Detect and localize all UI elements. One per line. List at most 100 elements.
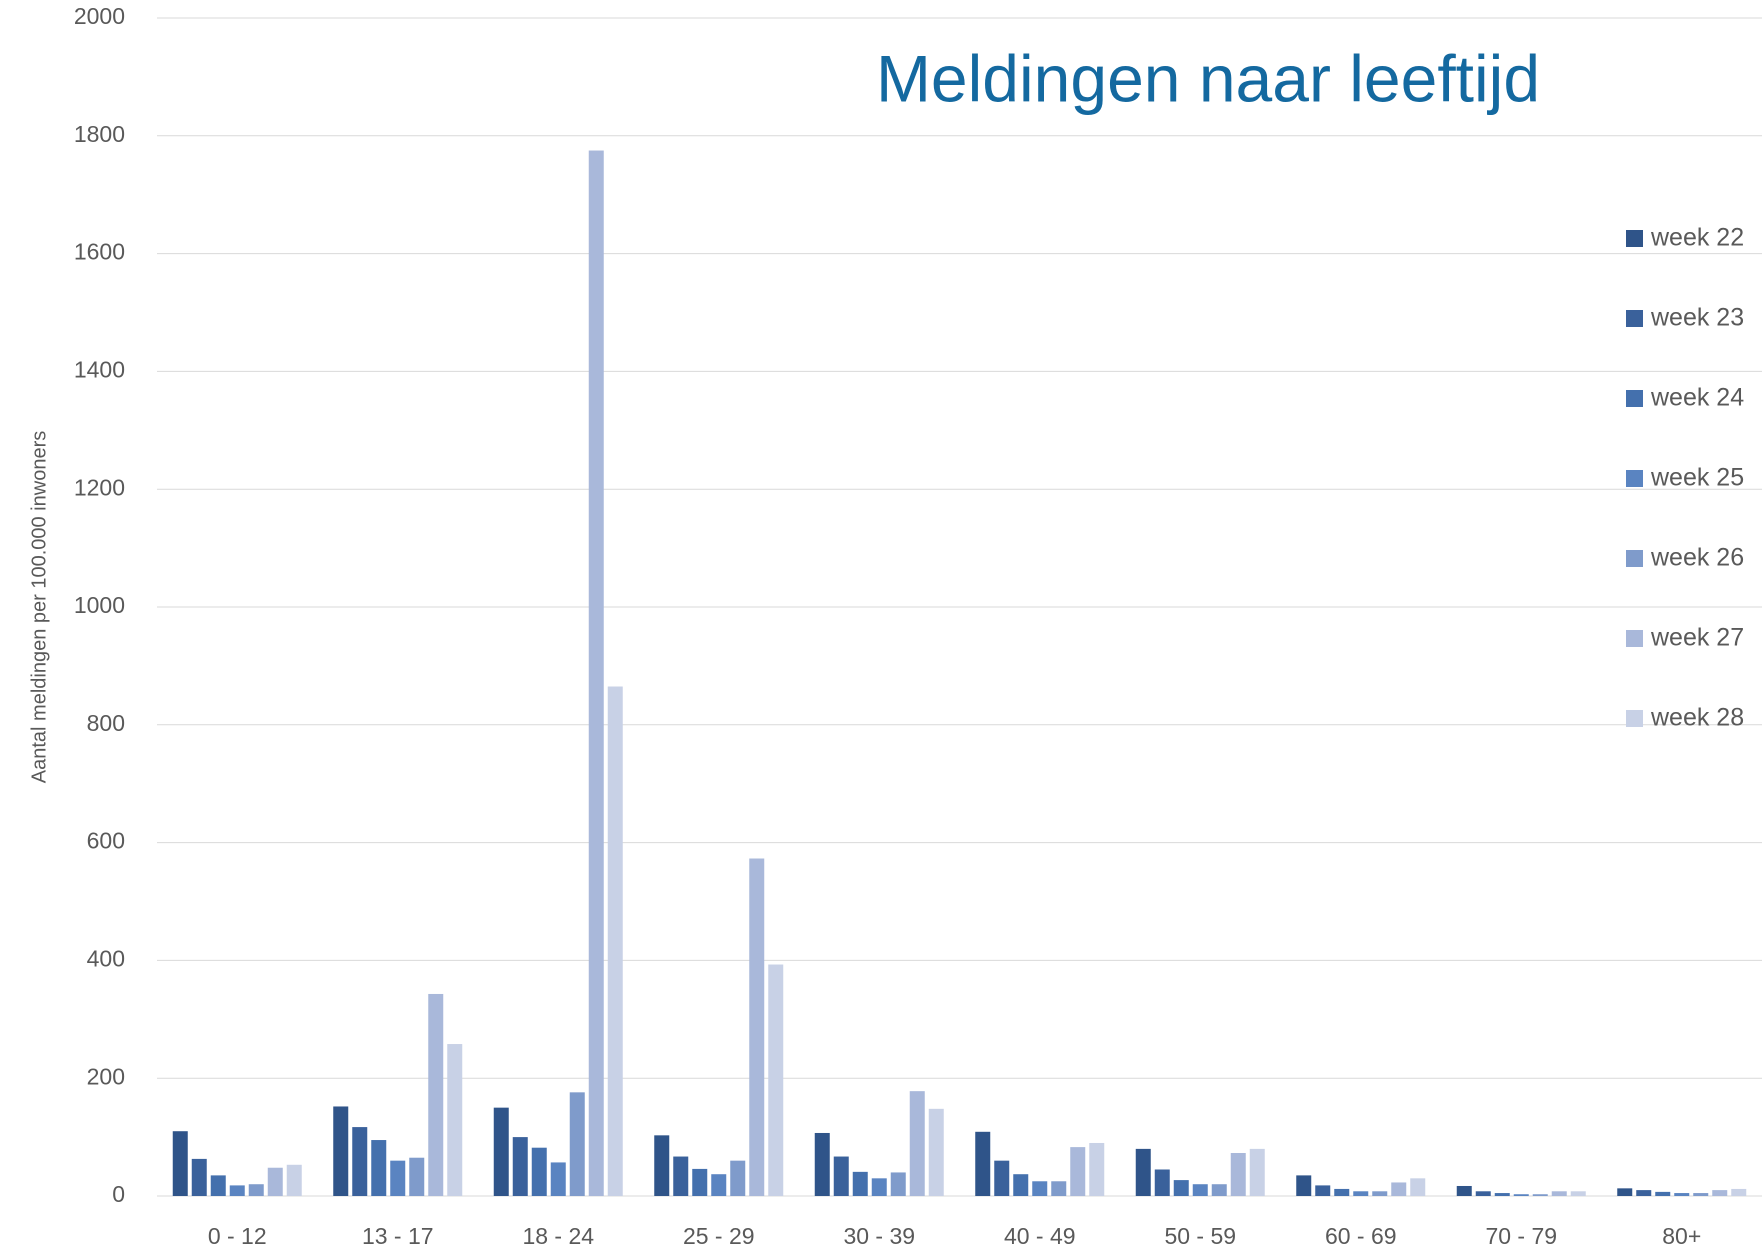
bar bbox=[1353, 1191, 1369, 1196]
bar bbox=[1089, 1142, 1105, 1196]
bar bbox=[1513, 1194, 1529, 1196]
bar bbox=[1391, 1182, 1407, 1196]
legend-label: week 25 bbox=[1650, 464, 1744, 492]
y-tick-label: 1000 bbox=[74, 592, 125, 618]
bar bbox=[1173, 1180, 1189, 1196]
bar bbox=[1249, 1148, 1265, 1196]
bar bbox=[493, 1107, 509, 1196]
bar bbox=[994, 1160, 1010, 1196]
legend-swatch bbox=[1626, 550, 1643, 567]
bar bbox=[607, 686, 623, 1196]
legend-label: week 23 bbox=[1650, 304, 1744, 332]
bar bbox=[1211, 1184, 1227, 1196]
bar bbox=[1192, 1184, 1208, 1196]
bar bbox=[833, 1156, 849, 1196]
x-tick-label: 18 - 24 bbox=[522, 1223, 594, 1249]
bar bbox=[333, 1106, 349, 1196]
bar bbox=[428, 993, 444, 1196]
bar bbox=[654, 1135, 670, 1196]
bar bbox=[172, 1131, 188, 1196]
bar bbox=[1456, 1185, 1472, 1196]
bar bbox=[531, 1147, 547, 1196]
bar bbox=[749, 858, 765, 1196]
legend-swatch bbox=[1626, 710, 1643, 727]
y-tick-label: 2000 bbox=[74, 3, 125, 29]
bar bbox=[814, 1132, 830, 1196]
legend-label: week 28 bbox=[1650, 704, 1744, 732]
bar bbox=[871, 1178, 887, 1196]
bar bbox=[390, 1160, 406, 1196]
bar bbox=[673, 1156, 689, 1196]
legend-swatch bbox=[1626, 470, 1643, 487]
bar bbox=[909, 1091, 925, 1196]
bar bbox=[409, 1157, 425, 1196]
legend-label: week 22 bbox=[1650, 224, 1744, 252]
y-axis-label: Aantal meldingen per 100.000 inwoners bbox=[28, 431, 50, 783]
bar bbox=[1494, 1193, 1510, 1196]
bar bbox=[1032, 1181, 1048, 1196]
bar bbox=[569, 1092, 585, 1196]
legend-swatch bbox=[1626, 310, 1643, 327]
bar bbox=[210, 1175, 226, 1196]
y-tick-label: 400 bbox=[87, 945, 125, 971]
bar bbox=[1655, 1191, 1671, 1196]
x-tick-label: 50 - 59 bbox=[1164, 1223, 1236, 1249]
bar bbox=[512, 1137, 528, 1196]
bar bbox=[1712, 1190, 1728, 1196]
bar bbox=[371, 1140, 387, 1196]
chart-title: Meldingen naar leeftijd bbox=[876, 41, 1540, 115]
bar bbox=[1334, 1188, 1350, 1196]
legend-swatch bbox=[1626, 390, 1643, 407]
y-tick-label: 0 bbox=[112, 1181, 125, 1207]
x-tick-label: 25 - 29 bbox=[683, 1223, 755, 1249]
bar bbox=[928, 1108, 944, 1196]
bar bbox=[248, 1184, 264, 1196]
bar bbox=[1693, 1193, 1709, 1196]
bar bbox=[1230, 1153, 1246, 1196]
legend-label: week 27 bbox=[1650, 624, 1744, 652]
legend-label: week 26 bbox=[1650, 544, 1744, 572]
bar bbox=[1410, 1178, 1426, 1196]
bar bbox=[1070, 1147, 1086, 1196]
x-tick-label: 0 - 12 bbox=[208, 1223, 267, 1249]
x-tick-label: 30 - 39 bbox=[843, 1223, 915, 1249]
bar bbox=[1617, 1188, 1633, 1196]
x-tick-label: 80+ bbox=[1662, 1223, 1701, 1249]
bar bbox=[711, 1174, 727, 1196]
x-tick-label: 70 - 79 bbox=[1485, 1223, 1557, 1249]
bar bbox=[588, 150, 604, 1196]
bar bbox=[352, 1127, 368, 1196]
bar bbox=[447, 1044, 463, 1196]
y-tick-label: 1200 bbox=[74, 474, 125, 500]
y-tick-label: 1800 bbox=[74, 121, 125, 147]
bar bbox=[1315, 1185, 1331, 1196]
y-tick-label: 600 bbox=[87, 828, 125, 854]
x-tick-label: 13 - 17 bbox=[362, 1223, 434, 1249]
bar bbox=[550, 1162, 566, 1196]
bar bbox=[1051, 1181, 1067, 1196]
bar bbox=[191, 1158, 207, 1196]
y-tick-label: 200 bbox=[87, 1063, 125, 1089]
bar bbox=[1570, 1191, 1586, 1196]
bar bbox=[229, 1185, 245, 1196]
bar bbox=[1636, 1190, 1652, 1196]
bar bbox=[1154, 1169, 1170, 1196]
legend-swatch bbox=[1626, 230, 1643, 247]
bar bbox=[1013, 1174, 1029, 1196]
y-tick-label: 800 bbox=[87, 710, 125, 736]
bar bbox=[692, 1168, 708, 1196]
y-tick-label: 1600 bbox=[74, 239, 125, 265]
bar bbox=[267, 1167, 283, 1196]
bar bbox=[1731, 1188, 1747, 1196]
x-tick-label: 60 - 69 bbox=[1325, 1223, 1397, 1249]
bar bbox=[1475, 1191, 1491, 1196]
bar bbox=[1551, 1191, 1567, 1196]
bar bbox=[730, 1160, 746, 1196]
y-tick-label: 1400 bbox=[74, 356, 125, 382]
legend-label: week 24 bbox=[1650, 384, 1744, 412]
bar bbox=[975, 1131, 991, 1196]
legend-swatch bbox=[1626, 630, 1643, 647]
bar bbox=[890, 1172, 906, 1196]
bar bbox=[1372, 1191, 1388, 1196]
